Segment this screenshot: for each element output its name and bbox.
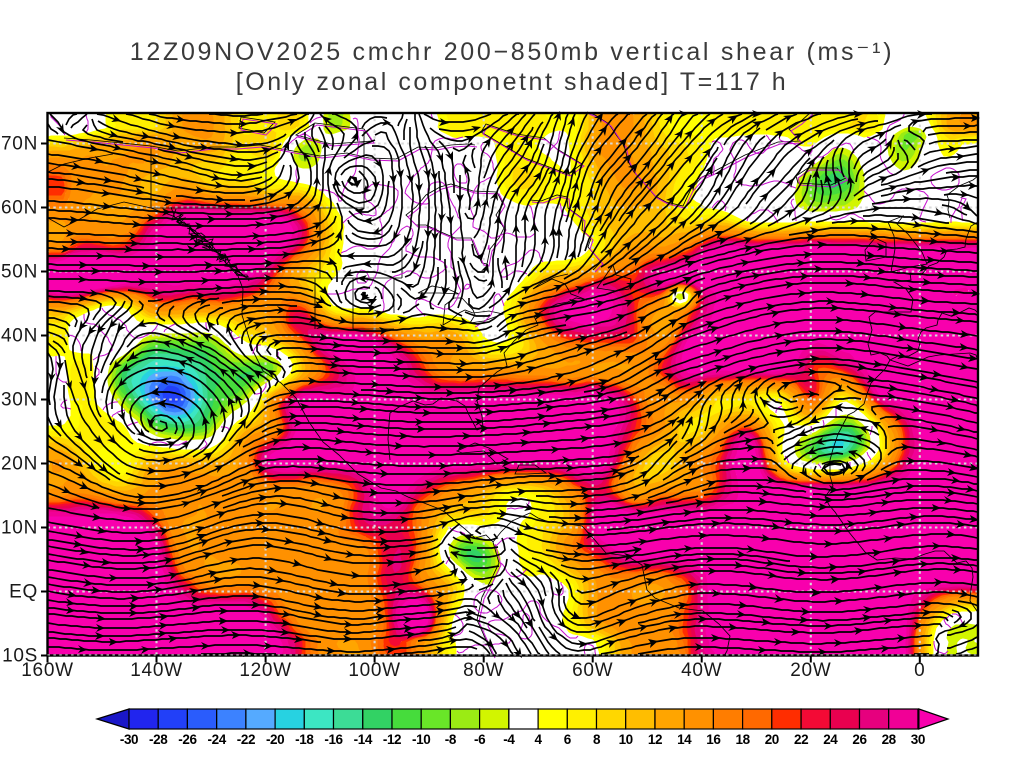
svg-text:40W: 40W	[681, 660, 722, 681]
svg-text:0: 0	[914, 660, 925, 681]
svg-text:14: 14	[677, 732, 692, 747]
svg-text:140W: 140W	[130, 660, 182, 681]
svg-text:30: 30	[911, 732, 925, 747]
svg-text:12: 12	[648, 732, 662, 747]
svg-text:4: 4	[535, 732, 543, 747]
svg-text:-20: -20	[266, 732, 284, 747]
svg-text:-22: -22	[237, 732, 255, 747]
svg-text:-14: -14	[354, 732, 373, 747]
svg-text:160W: 160W	[21, 660, 73, 681]
svg-text:-10: -10	[412, 732, 430, 747]
svg-text:-28: -28	[149, 732, 168, 747]
svg-text:-6: -6	[474, 732, 486, 747]
svg-text:-4: -4	[503, 732, 515, 747]
svg-text:20W: 20W	[790, 660, 831, 681]
svg-text:40N: 40N	[1, 326, 38, 347]
svg-text:-12: -12	[383, 732, 401, 747]
svg-text:100W: 100W	[348, 660, 400, 681]
svg-text:16: 16	[706, 732, 721, 747]
svg-text:6: 6	[564, 732, 572, 747]
svg-text:-24: -24	[208, 732, 227, 747]
svg-text:10S: 10S	[2, 646, 38, 667]
svg-text:18: 18	[735, 732, 750, 747]
svg-text:-16: -16	[324, 732, 343, 747]
svg-text:120W: 120W	[239, 660, 291, 681]
svg-text:20: 20	[765, 732, 779, 747]
svg-text:70N: 70N	[1, 134, 38, 155]
svg-text:28: 28	[882, 732, 897, 747]
svg-text:20N: 20N	[1, 454, 38, 475]
svg-text:10: 10	[619, 732, 633, 747]
svg-text:-26: -26	[178, 732, 197, 747]
svg-text:-18: -18	[295, 732, 314, 747]
svg-text:10N: 10N	[1, 518, 38, 539]
svg-text:60N: 60N	[1, 198, 38, 219]
svg-text:-8: -8	[445, 732, 457, 747]
svg-text:60W: 60W	[572, 660, 613, 681]
svg-text:24: 24	[823, 732, 838, 747]
svg-text:8: 8	[593, 732, 601, 747]
svg-text:22: 22	[794, 732, 808, 747]
svg-text:EQ: EQ	[9, 582, 38, 603]
svg-text:-30: -30	[120, 732, 138, 747]
svg-text:80W: 80W	[463, 660, 504, 681]
svg-text:50N: 50N	[1, 262, 38, 283]
svg-text:26: 26	[852, 732, 867, 747]
svg-text:30N: 30N	[1, 390, 38, 411]
